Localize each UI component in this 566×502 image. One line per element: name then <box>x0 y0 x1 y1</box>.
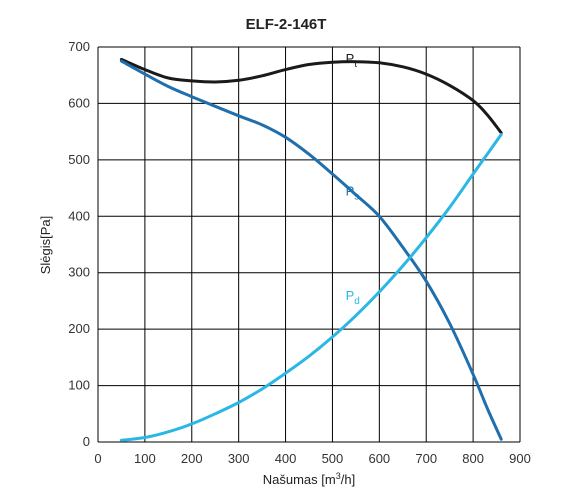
x-tick-label: 400 <box>275 451 297 466</box>
series-lines <box>119 57 503 442</box>
series-line-pd <box>119 133 503 442</box>
chart-title: ELF-2-146T <box>246 16 327 33</box>
x-tick-label: 700 <box>415 451 437 466</box>
y-tick-label: 700 <box>68 39 90 54</box>
y-tick-label: 100 <box>68 378 90 393</box>
series-line-ps <box>119 59 503 441</box>
grid <box>97 46 521 443</box>
y-tick-label: 200 <box>68 321 90 336</box>
x-tick-labels: 0 100 200 300 400 500 600 700 800 900 <box>94 451 530 466</box>
x-tick-label: 100 <box>134 451 156 466</box>
y-tick-label: 0 <box>83 434 90 449</box>
y-tick-label: 300 <box>68 265 90 280</box>
series-label-pt: Pt <box>346 51 358 70</box>
x-axis-label: Našumas [m3/h] <box>263 471 355 487</box>
series-line-pt <box>119 57 503 135</box>
y-tick-label: 400 <box>68 208 90 223</box>
x-tick-label: 800 <box>462 451 484 466</box>
x-tick-label: 300 <box>228 451 250 466</box>
y-tick-label: 500 <box>68 152 90 167</box>
series-label-pd: Pd <box>346 288 360 307</box>
y-axis-label: Slėgis[Pa] <box>38 216 53 275</box>
x-tick-label: 900 <box>509 451 531 466</box>
x-tick-label: 200 <box>181 451 203 466</box>
series-labels: Pt Ps Pd <box>346 51 360 307</box>
series-label-ps: Ps <box>346 183 360 202</box>
x-tick-label: 500 <box>322 451 344 466</box>
x-tick-label: 0 <box>94 451 101 466</box>
y-tick-label: 600 <box>68 95 90 110</box>
x-tick-label: 600 <box>368 451 390 466</box>
y-tick-labels: 0 100 200 300 400 500 600 700 <box>68 39 90 449</box>
